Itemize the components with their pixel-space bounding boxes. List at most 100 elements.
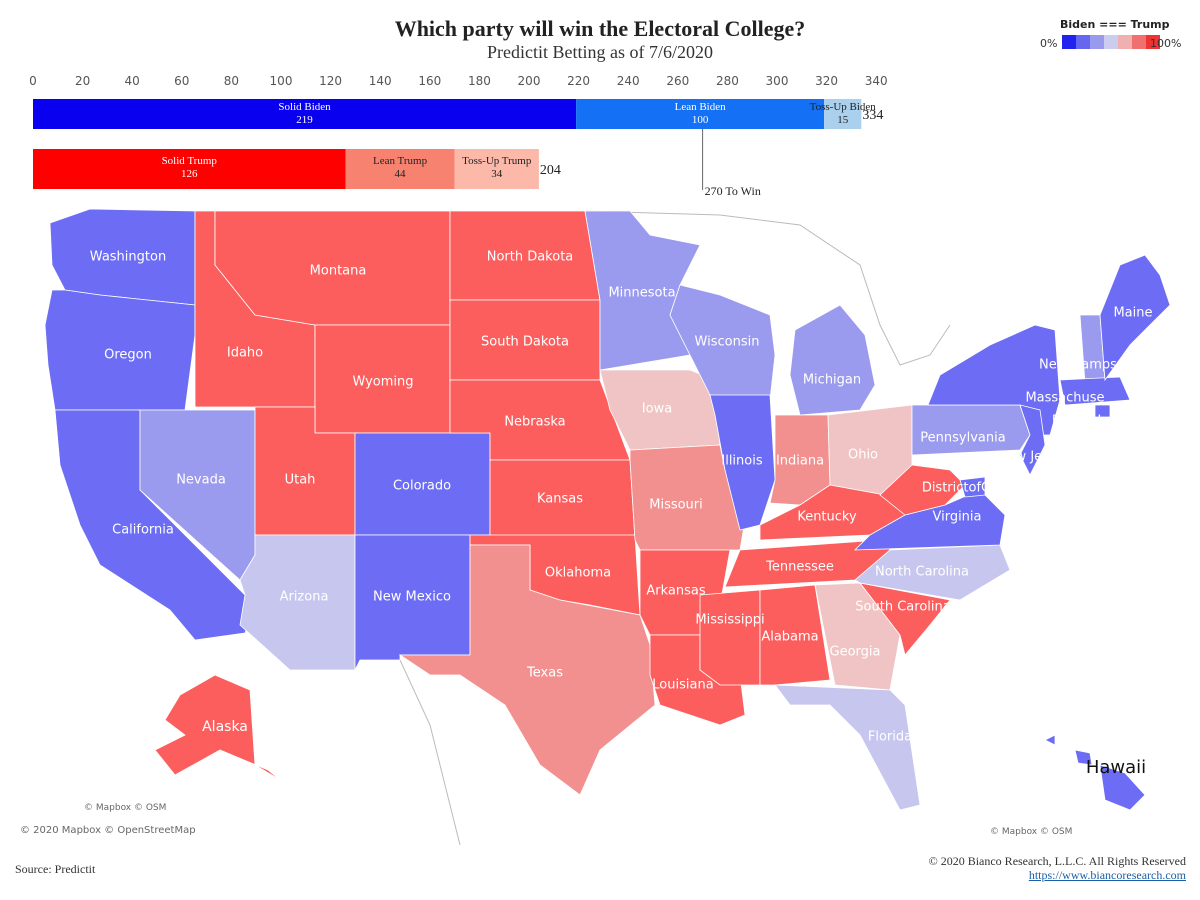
state-missouri-label: Missouri xyxy=(649,498,703,513)
axis-tick-label: 240 xyxy=(617,74,640,88)
legend-min-label: 0% xyxy=(1040,37,1058,50)
state-texas[interactable] xyxy=(398,544,656,796)
state-rhode-island[interactable] xyxy=(1094,404,1111,418)
state-massachusetts-label: Massachuse xyxy=(1025,391,1104,406)
state-alaska[interactable] xyxy=(154,674,281,781)
bar-segment-label: Toss-Up Trump xyxy=(462,155,532,167)
axis-tick-label: 280 xyxy=(716,74,739,88)
state-north-dakota-label: North Dakota xyxy=(487,250,574,265)
website-link[interactable]: https://www.biancoresearch.com xyxy=(1028,868,1186,882)
legend-swatch-6 xyxy=(1146,35,1160,49)
state-virginia-label: Virginia xyxy=(932,510,981,525)
axis-tick-label: 160 xyxy=(418,74,441,88)
state-indiana-label: Indiana xyxy=(776,454,824,469)
state-arizona-label: Arizona xyxy=(280,590,329,605)
state-maine[interactable] xyxy=(1099,254,1171,382)
state-oregon-label: Oregon xyxy=(104,348,152,363)
mapbox-attribution-small: © Mapbox © OSM xyxy=(84,803,167,813)
state-district-of-columbia[interactable] xyxy=(959,476,986,498)
state-arkansas-label: Arkansas xyxy=(646,584,705,599)
legend-swatch-3 xyxy=(1104,35,1118,49)
state-colorado-label: Colorado xyxy=(393,479,451,494)
us-state-map: Washington Oregon California Nevada Idaho Mon… xyxy=(40,205,1180,845)
bar-segment-value: 34 xyxy=(491,168,503,180)
state-minnesota-label: Minnesota xyxy=(608,286,675,301)
border-outline xyxy=(399,210,951,845)
bar-segment-label: Solid Trump xyxy=(162,155,218,167)
chart-subtitle: Predictit Betting as of 7/6/2020 xyxy=(487,42,713,62)
state-south-carolina-label: South Carolina xyxy=(855,600,950,615)
state-south-dakota-label: South Dakota xyxy=(481,335,569,350)
source-note: Source: Predictit xyxy=(15,862,96,876)
mapbox-attribution: © 2020 Mapbox © OpenStreetMap xyxy=(20,825,196,836)
state-illinois[interactable] xyxy=(709,394,776,531)
axis-tick-label: 40 xyxy=(125,74,140,88)
axis-tick-label: 140 xyxy=(369,74,392,88)
legend-swatch-1 xyxy=(1076,35,1090,49)
state-mississippi-label: Mississippi xyxy=(695,613,764,628)
color-legend xyxy=(1062,35,1160,49)
legend-swatch-2 xyxy=(1090,35,1104,49)
bar-segment xyxy=(576,99,825,129)
state-utah-label: Utah xyxy=(285,473,316,488)
axis-tick-label: 20 xyxy=(75,74,90,88)
state-nebraska-label: Nebraska xyxy=(504,415,565,430)
bar-total-label: 204 xyxy=(540,163,561,178)
state-alaska-label: Alaska xyxy=(202,719,248,735)
axis-tick-label: 100 xyxy=(270,74,293,88)
bar-segment-label: Solid Biden xyxy=(278,101,331,113)
bar-segment-label: Lean Trump xyxy=(373,155,428,167)
bar-segment-label: Toss-Up Biden xyxy=(810,101,877,113)
state-district-of-columbia-label: DistrictofColun xyxy=(922,481,1018,496)
state-mississippi[interactable] xyxy=(699,589,761,686)
axis-tick-label: 200 xyxy=(518,74,541,88)
chart-title: Which party will win the Electoral Colle… xyxy=(394,16,806,41)
legend-title: Biden === Trump xyxy=(1060,18,1170,31)
state-florida[interactable] xyxy=(774,684,921,811)
axis-tick-label: 320 xyxy=(815,74,838,88)
bar-segment-value: 15 xyxy=(837,114,849,126)
state-south-carolina[interactable] xyxy=(859,582,951,656)
state-kansas-label: Kansas xyxy=(537,492,583,507)
state-maine-label: Maine xyxy=(1113,306,1152,321)
state-hawaii-label: Hawaii xyxy=(1086,757,1146,778)
state-new-mexico-label: New Mexico xyxy=(373,590,451,605)
state-louisiana-label: Louisiana xyxy=(652,678,713,693)
state-montana-label: Montana xyxy=(310,264,367,279)
state-north-carolina[interactable] xyxy=(854,544,1011,601)
state-idaho-label: Idaho xyxy=(227,346,263,361)
axis-tick-label: 340 xyxy=(865,74,888,88)
bar-segment-value: 100 xyxy=(692,114,709,126)
state-wisconsin-label: Wisconsin xyxy=(695,335,760,350)
state-new-hampshire-label: New Hamps xyxy=(1039,358,1117,373)
state-hawaii[interactable] xyxy=(1044,734,1146,811)
state-michigan[interactable] xyxy=(789,304,876,416)
state-wyoming-label: Wyoming xyxy=(352,375,413,390)
legend-swatch-4 xyxy=(1118,35,1132,49)
state-michigan-label: Michigan xyxy=(803,373,861,388)
state-pennsylvania-label: Pennsylvania xyxy=(920,431,1005,446)
axis-tick-label: 300 xyxy=(766,74,789,88)
axis-tick-label: 180 xyxy=(468,74,491,88)
state-new-jersey[interactable] xyxy=(1019,404,1046,476)
copyright-note: © 2020 Bianco Research, L.L.C. All Right… xyxy=(928,854,1186,868)
bar-segment xyxy=(454,149,539,189)
axis-tick-label: 60 xyxy=(174,74,189,88)
legend-swatch-0 xyxy=(1062,35,1076,49)
axis-tick-label: 0 xyxy=(29,74,37,88)
bar-segment xyxy=(33,149,346,189)
state-massachusetts[interactable] xyxy=(1059,376,1131,406)
state-alabama[interactable] xyxy=(759,584,831,686)
state-iowa-label: Iowa xyxy=(642,402,672,417)
legend-swatch-5 xyxy=(1132,35,1146,49)
bar-segment xyxy=(824,99,862,129)
state-ohio-label: Ohio xyxy=(848,448,878,463)
state-illinois-label: Illinois xyxy=(721,454,762,469)
state-florida-label: Florida xyxy=(868,730,912,745)
state-california-label: California xyxy=(112,523,174,538)
state-georgia[interactable] xyxy=(814,582,901,691)
axis-tick-label: 220 xyxy=(567,74,590,88)
axis-tick-label: 260 xyxy=(666,74,689,88)
state-oregon[interactable] xyxy=(44,289,196,411)
bar-segment xyxy=(345,149,455,189)
